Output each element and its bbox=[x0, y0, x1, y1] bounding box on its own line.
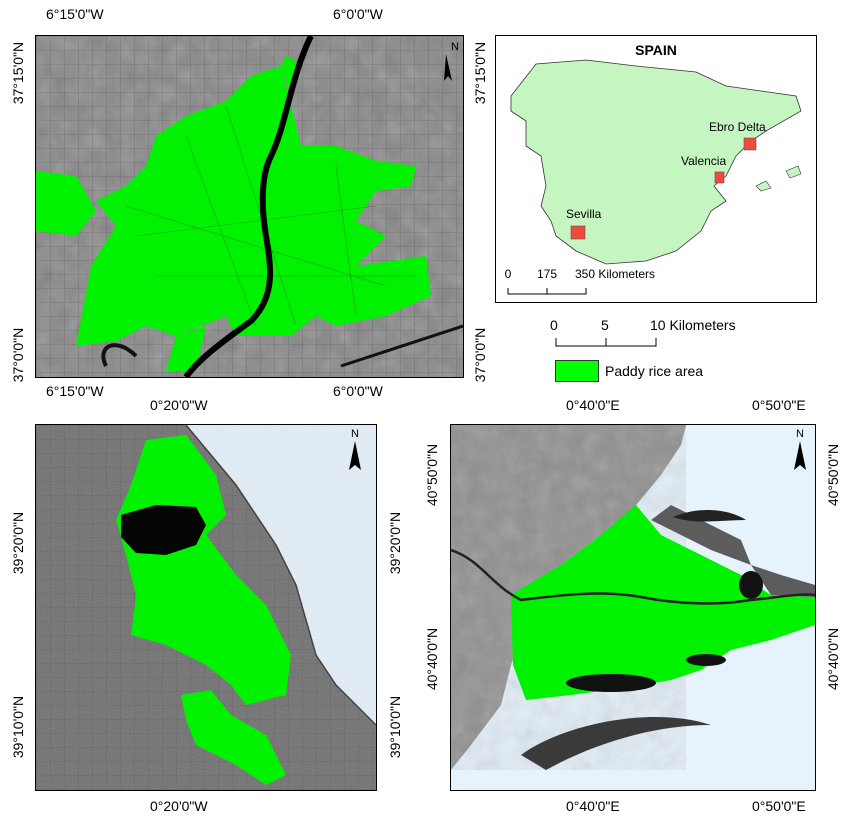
map3-left-label-2: 40°40'0"N bbox=[424, 627, 440, 691]
map1-left-label-1: 37°15'0"N bbox=[10, 41, 26, 105]
inset-scale-tick-2: 350 Kilometers bbox=[575, 267, 655, 281]
map2-north-label: N bbox=[351, 428, 359, 440]
map1-frame[interactable]: N bbox=[35, 35, 464, 378]
map2-bottom-label-1: 0°20'0"W bbox=[150, 798, 208, 814]
map3-right-label-1: 40°50'0"N bbox=[825, 443, 841, 507]
map1-right-label-1: 37°15'0"N bbox=[472, 41, 488, 105]
map3-river bbox=[451, 548, 815, 605]
inset-map: SPAIN Ebro Delta Valencia Sevilla 0 175 … bbox=[496, 36, 816, 302]
map1-image: N bbox=[36, 36, 463, 377]
map1-river bbox=[183, 36, 314, 377]
map2-frame[interactable]: N bbox=[35, 424, 377, 791]
map1-bottom-label-2: 6°0'0"W bbox=[333, 383, 383, 399]
map3-south-spit bbox=[521, 716, 711, 770]
map1-left-label-2: 37°0'0"N bbox=[10, 327, 26, 383]
inset-scale-bar: 0 175 350 Kilometers bbox=[505, 267, 655, 295]
inset-title: SPAIN bbox=[635, 42, 677, 58]
map2-right-label-2: 39°10'0"N bbox=[387, 695, 403, 759]
scale-tick-0: 0 bbox=[550, 317, 558, 333]
map3-top-label-1: 0°40'0"E bbox=[566, 397, 620, 413]
scale-tick-5: 5 bbox=[601, 317, 609, 333]
map2-north-arrow-icon bbox=[349, 441, 361, 470]
map3-paddy-area bbox=[511, 505, 815, 700]
scale-tick-10: 10 Kilometers bbox=[650, 317, 736, 333]
map3-top-label-2: 0°50'0"E bbox=[752, 397, 806, 413]
map2-top-label-1: 0°20'0"W bbox=[150, 397, 208, 413]
map2-lagoon bbox=[121, 505, 206, 555]
site-ebro-marker[interactable] bbox=[743, 137, 757, 151]
legend-label: Paddy rice area bbox=[605, 363, 704, 379]
site-sevilla-marker[interactable] bbox=[570, 225, 586, 240]
map1-north-label: N bbox=[451, 41, 459, 53]
map3-frame[interactable]: N bbox=[450, 424, 816, 791]
map3-bottom-label-1: 0°40'0"E bbox=[566, 798, 620, 814]
map1-north-arrow-icon bbox=[444, 54, 452, 81]
site-ebro-label: Ebro Delta bbox=[709, 120, 766, 134]
map2-left-label-1: 39°20'0"N bbox=[10, 511, 26, 575]
map3-north-spit bbox=[673, 509, 746, 522]
map1-top-label-2: 6°0'0"W bbox=[333, 6, 383, 22]
inset-scale-tick-1: 175 bbox=[537, 267, 557, 281]
map1-bottom-label-1: 6°15'0"W bbox=[46, 383, 104, 399]
inset-scale-tick-0: 0 bbox=[505, 267, 512, 281]
map2-left-label-2: 39°10'0"N bbox=[10, 695, 26, 759]
map3-left-label-1: 40°50'0"N bbox=[424, 443, 440, 507]
inset-map-frame[interactable]: SPAIN Ebro Delta Valencia Sevilla 0 175 … bbox=[495, 35, 817, 303]
site-valencia-label: Valencia bbox=[681, 154, 726, 168]
map2-image: N bbox=[36, 425, 376, 790]
map2-right-label-1: 39°20'0"N bbox=[387, 511, 403, 575]
map1-top-label-1: 6°15'0"W bbox=[46, 6, 104, 22]
main-scale-bar: 0 5 10 Kilometers bbox=[548, 316, 788, 350]
map3-north-label: N bbox=[796, 428, 804, 440]
map3-bottom-label-2: 0°50'0"E bbox=[752, 798, 806, 814]
map3-north-arrow-icon bbox=[794, 441, 806, 470]
map2-paddy-area bbox=[116, 435, 291, 705]
site-valencia-marker[interactable] bbox=[714, 171, 725, 184]
legend: Paddy rice area bbox=[555, 359, 755, 383]
map1-right-label-2: 37°0'0"N bbox=[472, 327, 488, 383]
spain-land bbox=[510, 59, 802, 265]
legend-swatch bbox=[555, 360, 599, 382]
site-sevilla-label: Sevilla bbox=[566, 207, 602, 221]
map3-image: N bbox=[451, 425, 815, 790]
map3-right-label-2: 40°40'0"N bbox=[825, 627, 841, 691]
